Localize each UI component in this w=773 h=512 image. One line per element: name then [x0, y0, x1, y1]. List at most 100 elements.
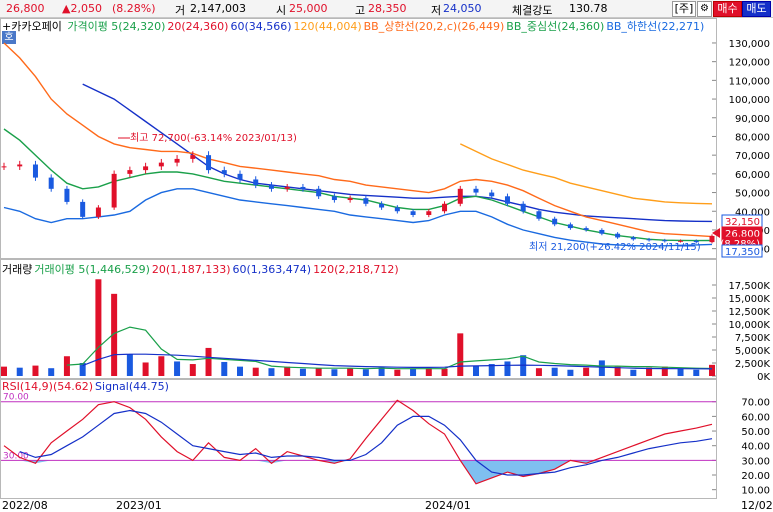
- price-candle-body: [48, 177, 54, 189]
- volume-bar: [567, 369, 574, 376]
- gear-icon[interactable]: ⚙: [697, 1, 712, 17]
- price-candle-body: [363, 198, 369, 204]
- volume-tick-label: 17,500K: [728, 281, 770, 292]
- price-tick-label: 40,000: [735, 207, 770, 218]
- volume-ma-line: [66, 326, 713, 370]
- rsi-tick-label: 40.00: [741, 442, 770, 453]
- price-candle-body: [174, 158, 180, 163]
- price-series-line: [82, 83, 713, 223]
- volume-tick-label: 10,000K: [728, 320, 770, 331]
- x-label-2022-08: 2022/08: [2, 499, 48, 512]
- price-tick-label: 50,000: [735, 189, 770, 200]
- price-candle-body: [284, 186, 290, 189]
- price-candle-body: [32, 164, 38, 178]
- rsi-tick-label: 50.00: [741, 427, 770, 438]
- x-label-2024-01: 2024/01: [425, 499, 471, 512]
- price-candle-body: [599, 229, 605, 234]
- price-legend-item: 가격이평 5(24,320): [67, 20, 166, 33]
- volume-bar: [457, 333, 464, 376]
- price-tag-lower: 17,350: [725, 247, 760, 258]
- price-candle-body: [442, 203, 448, 212]
- price-legend: +카카오페이 가격이평 5(24,320) 20(24,360) 60(34,566…: [2, 18, 708, 34]
- price-candle-body: [709, 235, 715, 243]
- volume-bar: [709, 364, 715, 376]
- current-price: 26,800: [6, 2, 45, 15]
- price-candle-body: [64, 188, 70, 202]
- strength-label: 체결강도: [512, 4, 553, 17]
- price-candle-body: [158, 162, 164, 167]
- price-tick-label: 80,000: [735, 132, 770, 143]
- price-candle-body: [95, 207, 101, 217]
- rsi-tick-label: 30.00: [741, 456, 770, 467]
- volume-bar: [425, 368, 432, 376]
- rsi-series-line: [3, 399, 713, 485]
- rsi-legend-item: Signal(44.75): [95, 380, 169, 393]
- price-tag-pct: (8.28%): [720, 239, 760, 250]
- price-series-line: [459, 143, 713, 205]
- rsi-legend: RSI(14,9)(54.62) Signal(44.75): [2, 380, 171, 393]
- volume-bar: [551, 367, 558, 376]
- price-candle-body: [520, 203, 526, 212]
- sell-button[interactable]: 매도: [742, 1, 771, 17]
- volume-bar: [111, 293, 118, 376]
- price-panel-frame: [0, 18, 717, 259]
- volume-bar: [347, 368, 354, 376]
- price-candle-body: [678, 240, 684, 242]
- volume-bar: [252, 367, 259, 376]
- volume-value: 2,147,003: [190, 2, 246, 15]
- price-candle-body: [17, 164, 23, 167]
- rsi-legend-item: RSI(14,9)(54.62): [2, 380, 94, 393]
- price-candle-body: [693, 240, 699, 243]
- price-candle-body: [552, 218, 558, 225]
- volume-bar: [630, 369, 637, 376]
- price-candle-body: [536, 211, 542, 219]
- price-candle-body: [583, 228, 589, 230]
- volume-bar: [158, 356, 165, 376]
- price-candle-body: [316, 188, 322, 197]
- volume-bar: [331, 369, 338, 376]
- volume-bar: [488, 364, 495, 376]
- buy-button[interactable]: 매수: [713, 1, 742, 17]
- volume-legend-item: 60(1,363,474): [232, 263, 312, 276]
- volume-bar: [520, 355, 527, 376]
- volume-bar: [63, 356, 70, 376]
- current-price-arrow: [712, 228, 720, 238]
- price-legend-item: BB_중심선(24,360): [506, 20, 605, 33]
- price-candle-body: [426, 211, 432, 215]
- unit-button[interactable]: [주]: [672, 1, 696, 17]
- volume-bar: [583, 367, 590, 376]
- price-tag-pct-box: [721, 236, 763, 250]
- price-candle-body: [615, 233, 621, 238]
- price-candle-body: [646, 239, 652, 241]
- high-annotation: 최고 72,700(-63.14% 2023/01/13): [130, 132, 297, 144]
- volume-bar: [268, 368, 275, 376]
- hoga-button[interactable]: 호: [2, 31, 16, 44]
- volume-bar: [48, 368, 55, 376]
- price-change: ▲2,050: [62, 2, 102, 15]
- volume-tick-label: 15,000K: [728, 294, 770, 305]
- volume-bar: [598, 360, 605, 376]
- price-candle-body: [237, 173, 243, 180]
- price-series-line: [3, 42, 713, 238]
- volume-tick-label: 0K: [757, 372, 770, 383]
- open-value: 25,000: [289, 2, 328, 15]
- volume-bar: [535, 368, 542, 376]
- volume-tick-label: 12,500K: [728, 307, 770, 318]
- price-candle-body: [457, 188, 463, 204]
- rsi-tick-label: 70.00: [741, 398, 770, 409]
- price-candle-body: [1, 166, 7, 168]
- open-label: 시: [276, 4, 287, 17]
- price-tag-lower-box: [721, 244, 763, 258]
- price-tick-label: 120,000: [729, 58, 770, 69]
- price-tick-label: 130,000: [729, 39, 770, 50]
- price-candle-body: [300, 186, 306, 189]
- volume-bar: [142, 362, 149, 376]
- volume-bar: [237, 366, 243, 376]
- price-tick-label: 110,000: [729, 76, 770, 87]
- price-candle-body: [221, 170, 227, 174]
- volume-legend-item: 120(2,218,712): [313, 263, 399, 276]
- volume-bar: [95, 279, 102, 376]
- price-legend-item: 60(34,566): [230, 20, 292, 33]
